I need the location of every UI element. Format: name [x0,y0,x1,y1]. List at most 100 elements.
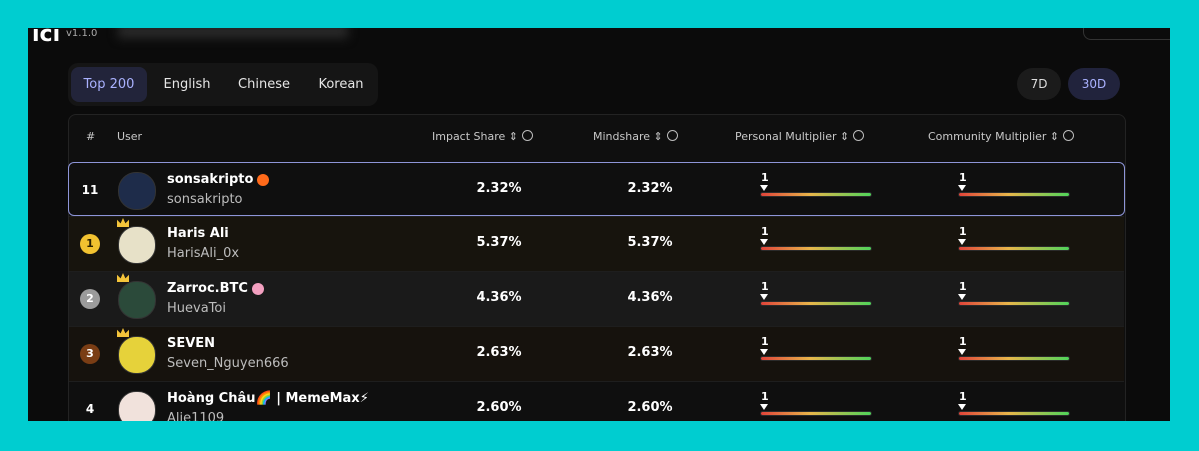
multiplier-marker [958,349,966,355]
period-button[interactable]: 30D [1068,68,1120,100]
impact-share: 2.63% [476,345,522,360]
table-row[interactable]: 3 SEVEN Seven_Nguyen666 2.63% 2.63% 1 1 [69,326,1124,381]
multiplier-bar [761,412,871,415]
multiplier-marker [760,404,768,410]
community-multiplier: 1 [959,335,967,348]
column-header[interactable]: Impact Share ⇕ [432,130,534,143]
multiplier-marker [760,294,768,300]
mindshare: 2.63% [627,345,673,360]
info-icon[interactable] [666,130,678,141]
info-icon[interactable] [1063,130,1075,141]
rank: 3 [80,344,100,364]
column-title: Impact Share [432,130,506,143]
user-name: SEVEN [167,336,216,351]
info-icon[interactable] [853,130,865,141]
account-box[interactable] [1083,28,1170,40]
impact-share: 5.37% [476,235,522,250]
personal-multiplier: 1 [761,390,769,403]
tab[interactable]: Korean [318,77,364,92]
personal-multiplier: 1 [761,225,769,238]
multiplier-marker [760,349,768,355]
column-header: User [117,130,142,143]
column-header[interactable]: Mindshare ⇕ [593,130,678,143]
column-header: # [86,130,95,143]
multiplier-bar [761,193,871,196]
multiplier-marker [760,239,768,245]
tab[interactable]: Top 200 [71,67,147,102]
table-row[interactable]: 11 sonsakripto sonsakripto 2.32% 2.32% 1 1 [68,162,1125,216]
crown [117,218,129,227]
sort-icon[interactable]: ⇕ [836,130,850,143]
community-multiplier: 1 [959,171,967,184]
rank: 11 [81,183,99,197]
multiplier-bar [959,302,1069,305]
column-title: Personal Multiplier [735,130,837,143]
community-multiplier: 1 [959,225,967,238]
rank: 4 [85,402,95,416]
user-handle: HuevaToi [167,301,226,316]
mindshare: 5.37% [627,235,673,250]
avatar [118,226,156,264]
avatar [118,172,156,210]
community-multiplier: 1 [959,390,967,403]
multiplier-bar [761,247,871,250]
table-row[interactable]: 2 Zarroc.BTC HuevaToi 4.36% 4.36% 1 1 [69,271,1124,326]
name-badge [252,283,264,295]
crown [117,273,129,282]
logo: ıcı [32,28,61,47]
column-title: # [86,130,96,143]
personal-multiplier: 1 [761,280,769,293]
sort-icon[interactable]: ⇕ [650,130,663,143]
user-handle: sonsakripto [167,192,243,207]
column-title: Community Multiplier [928,130,1047,143]
avatar [118,391,156,421]
version: v1.1.0 [66,28,98,39]
user-handle: HarisAli_0x [167,246,240,261]
info-icon[interactable] [522,130,534,141]
user-name: Hoàng Châu🌈 | MemeMax⚡ [167,391,369,406]
multiplier-bar [959,193,1069,196]
table-row[interactable]: 4 Hoàng Châu🌈 | MemeMax⚡ Alie1109 2.60% 2.60… [69,381,1124,421]
sort-icon[interactable]: ⇕ [1046,130,1060,143]
tab[interactable]: Chinese [238,77,290,92]
multiplier-marker [958,294,966,300]
mindshare: 4.36% [627,290,673,305]
community-multiplier: 1 [959,280,967,293]
multiplier-marker [958,404,966,410]
column-header[interactable]: Community Multiplier ⇕ [928,130,1075,143]
user-name: sonsakripto [167,172,254,187]
crown [117,328,129,337]
impact-share: 4.36% [476,290,522,305]
avatar [118,281,156,319]
multiplier-bar [959,357,1069,360]
multiplier-marker [958,185,966,191]
multiplier-bar [761,357,871,360]
column-title: User [117,130,143,143]
multiplier-bar [959,247,1069,250]
rank: 1 [80,234,100,254]
rank: 2 [80,289,100,309]
period-button[interactable]: 7D [1017,68,1061,100]
column-title: Mindshare [593,130,650,143]
blurred [118,28,348,38]
user-handle: Alie1109 [167,411,225,421]
sort-icon[interactable]: ⇕ [505,130,519,143]
tab-bar: Top 200 English Chinese Korean [68,63,378,106]
avatar [118,336,156,374]
multiplier-bar [959,412,1069,415]
impact-share: 2.32% [476,181,522,196]
personal-multiplier: 1 [761,171,769,184]
name-badge [257,174,269,186]
multiplier-marker [958,239,966,245]
multiplier-bar [761,302,871,305]
mindshare: 2.60% [627,400,673,415]
mindshare: 2.32% [627,181,673,196]
table-row[interactable]: 1 Haris Ali HarisAli_0x 5.37% 5.37% 1 1 [69,216,1124,271]
user-handle: Seven_Nguyen666 [167,356,289,371]
multiplier-marker [760,185,768,191]
app: ıcı v1.1.0 Top 200 English Chinese Korean 7… [28,28,1170,421]
column-header[interactable]: Personal Multiplier ⇕ [735,130,865,143]
user-name: Haris Ali [167,226,229,241]
tab[interactable]: English [163,77,211,92]
